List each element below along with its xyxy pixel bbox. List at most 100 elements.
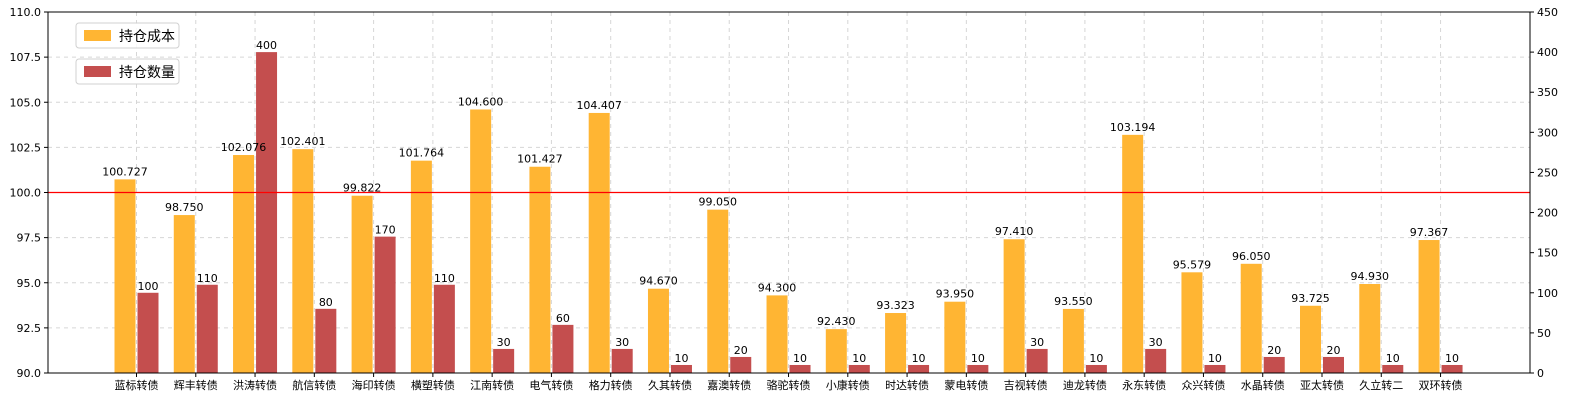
legend-item: 持仓成本 [75, 22, 180, 49]
left-y-tick-label: 95.0 [17, 277, 42, 290]
bar-cost [944, 301, 966, 373]
category-label: 海印转债 [352, 378, 396, 392]
category-label: 江南转债 [470, 378, 514, 392]
data-label-quantity: 10 [1386, 352, 1400, 365]
right-y-tick-label: 150 [1537, 247, 1558, 260]
bar-cost [825, 329, 847, 373]
data-label-quantity: 30 [1030, 336, 1044, 349]
bar-cost [410, 160, 432, 373]
data-label-quantity: 30 [615, 336, 629, 349]
data-label-cost: 98.750 [165, 201, 204, 214]
bar-quantity [670, 364, 692, 373]
data-label-cost: 95.579 [1173, 258, 1212, 271]
data-label-cost: 103.194 [1110, 121, 1156, 134]
data-label-cost: 102.076 [221, 141, 267, 154]
data-label-quantity: 100 [138, 280, 159, 293]
left-y-tick-label: 90.0 [17, 367, 42, 380]
bar-cost [1300, 305, 1321, 373]
data-label-cost: 99.822 [343, 182, 382, 195]
right-y-tick-label: 200 [1537, 207, 1558, 220]
data-label-cost: 97.410 [995, 225, 1034, 238]
bar-cost [292, 149, 314, 373]
legend-item: 持仓数量 [75, 58, 180, 85]
right-y-tick-label: 300 [1537, 126, 1558, 139]
bar-quantity [611, 348, 633, 373]
left-y-tick-label: 92.5 [17, 322, 42, 335]
bar-quantity [1204, 364, 1226, 373]
right-y-tick-label: 0 [1537, 367, 1544, 380]
category-label: 电气转债 [529, 378, 573, 392]
legend-swatch [84, 30, 111, 41]
bar-quantity [137, 292, 159, 373]
legend-label: 持仓数量 [119, 65, 175, 81]
data-label-cost: 93.323 [876, 299, 915, 312]
data-label-cost: 94.670 [639, 275, 678, 288]
data-label-cost: 101.764 [399, 147, 445, 160]
bar-quantity [1026, 348, 1048, 373]
bar-quantity [196, 284, 218, 373]
right-y-tick-label: 400 [1537, 46, 1558, 59]
bar-cost [766, 295, 788, 373]
category-label: 小康转债 [826, 378, 870, 392]
bar-quantity [1323, 356, 1344, 373]
data-labels: 100.727 100 98.750 110 102.076 400 102.401 80 99… [102, 39, 1459, 365]
bar-quantity [1145, 348, 1167, 373]
data-label-quantity: 10 [971, 352, 985, 365]
data-label-cost: 93.550 [1054, 295, 1093, 308]
data-label-quantity: 10 [793, 352, 807, 365]
bar-cost [470, 109, 492, 373]
category-label: 迪龙转债 [1063, 378, 1107, 392]
data-label-quantity: 80 [319, 296, 333, 309]
bar-cost [1062, 308, 1084, 373]
data-label-cost: 104.407 [576, 99, 622, 112]
right-y-tick-label: 350 [1537, 86, 1558, 99]
category-label: 航信转债 [292, 378, 336, 392]
category-label: 辉丰转债 [174, 378, 218, 392]
data-label-quantity: 30 [497, 336, 511, 349]
data-label-quantity: 10 [1208, 352, 1222, 365]
bar-quantity [730, 356, 752, 373]
data-label-cost: 96.050 [1232, 250, 1271, 263]
bar-cost [588, 112, 610, 374]
left-y-tick-label: 100.0 [10, 187, 42, 200]
bar-quantity [967, 364, 989, 373]
bar-cost [114, 179, 136, 373]
data-label-cost: 101.427 [517, 153, 563, 166]
data-label-quantity: 110 [434, 272, 455, 285]
category-label: 久立转二 [1359, 378, 1403, 392]
bar-cost [1122, 134, 1144, 373]
bar-quantity [552, 324, 574, 373]
bar-cost [707, 209, 729, 373]
bar-cost [1418, 240, 1440, 373]
bar-cost [1240, 263, 1262, 373]
data-label-quantity: 10 [912, 352, 926, 365]
data-label-cost: 104.600 [458, 95, 504, 108]
category-label: 骆驼转债 [767, 378, 811, 392]
category-label: 永东转债 [1122, 378, 1166, 392]
bar-cost [885, 313, 907, 373]
category-label: 格力转债 [589, 378, 633, 392]
bar-quantity [1382, 364, 1404, 373]
data-label-quantity: 400 [256, 39, 277, 52]
bar-cost [1359, 284, 1381, 373]
left-y-tick-label: 107.5 [10, 51, 42, 64]
left-y-tick-label: 97.5 [17, 232, 42, 245]
bar-quantity [315, 308, 337, 373]
legend-swatch [84, 66, 111, 77]
bar-quantity [256, 52, 278, 373]
bar-quantity [374, 236, 396, 373]
data-label-cost: 102.401 [280, 135, 326, 148]
data-label-cost: 100.727 [102, 165, 148, 178]
left-y-tick-label: 105.0 [10, 96, 42, 109]
bar-quantity [848, 364, 870, 373]
data-label-quantity: 170 [375, 224, 396, 237]
data-label-quantity: 20 [734, 344, 748, 357]
category-label: 蒙电转债 [944, 378, 988, 392]
data-label-quantity: 20 [1267, 344, 1281, 357]
data-label-quantity: 30 [1149, 336, 1163, 349]
data-label-cost: 99.050 [699, 196, 738, 209]
data-label-cost: 92.430 [817, 315, 856, 328]
category-label: 水晶转债 [1241, 378, 1285, 392]
